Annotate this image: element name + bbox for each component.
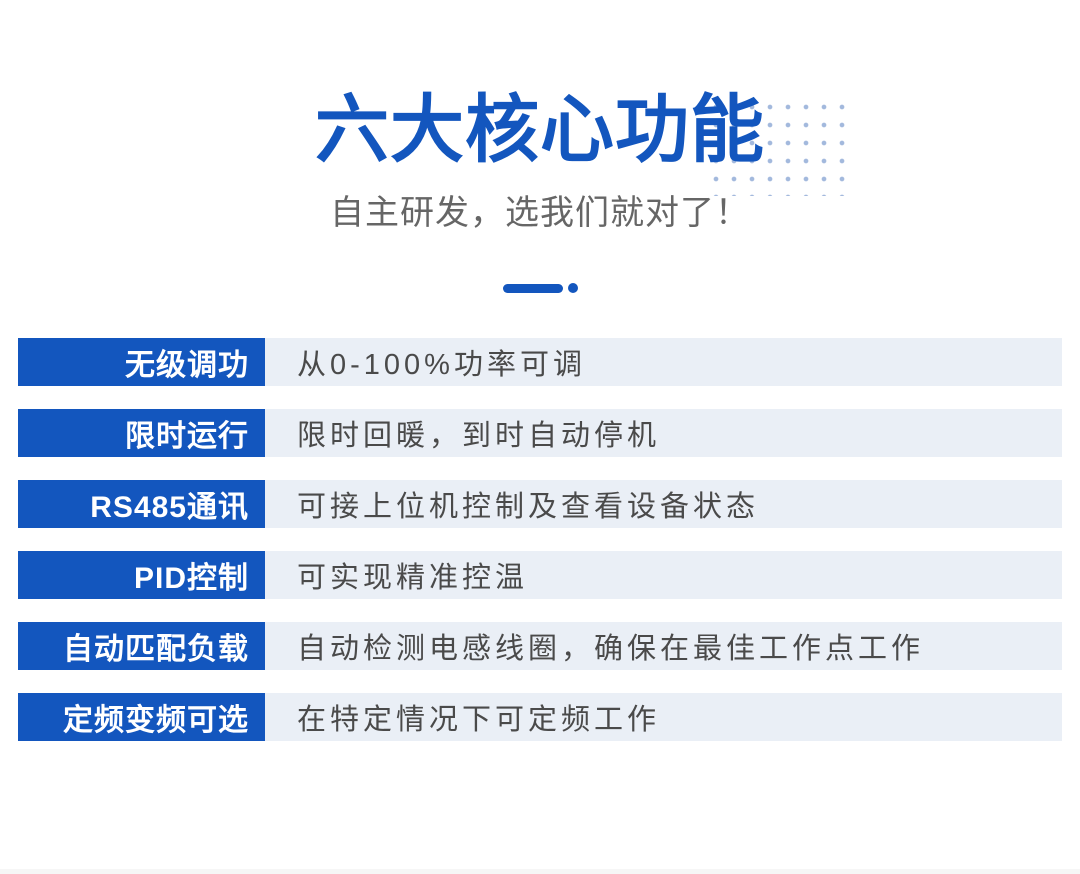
feature-list: 无级调功 从0-100%功率可调 限时运行 限时回暖，到时自动停机 RS485通…: [18, 338, 1062, 742]
feature-label: 自动匹配负载: [18, 622, 265, 671]
divider-bar: [502, 283, 563, 293]
feature-row-pid-control: PID控制 可实现精准控温: [18, 551, 1062, 600]
feature-description: 在特定情况下可定频工作: [265, 693, 1062, 742]
feature-label: 限时运行: [18, 409, 265, 458]
feature-description: 自动检测电感线圈，确保在最佳工作点工作: [265, 622, 1062, 671]
page-subtitle: 自主研发，选我们就对了！: [330, 193, 750, 232]
hero-section: 六大核心功能 自主研发，选我们就对了！: [0, 0, 1080, 294]
feature-description: 可实现精准控温: [265, 551, 1062, 600]
feature-row-auto-load-match: 自动匹配负载 自动检测电感线圈，确保在最佳工作点工作: [18, 622, 1062, 671]
title-divider: [0, 283, 1080, 294]
feature-description: 从0-100%功率可调: [265, 338, 1062, 387]
feature-row-timed-run: 限时运行 限时回暖，到时自动停机: [18, 409, 1062, 458]
feature-description: 限时回暖，到时自动停机: [265, 409, 1062, 458]
feature-description: 可接上位机控制及查看设备状态: [265, 480, 1062, 529]
feature-label: 无级调功: [18, 338, 265, 387]
feature-label: PID控制: [18, 551, 265, 600]
divider-dot: [567, 283, 578, 294]
dot-pattern-decoration: [703, 94, 845, 196]
feature-row-fixed-variable-freq: 定频变频可选 在特定情况下可定频工作: [18, 693, 1062, 742]
page-title: 六大核心功能: [315, 88, 765, 171]
section-bottom-divider: [0, 869, 1080, 874]
feature-row-rs485: RS485通讯 可接上位机控制及查看设备状态: [18, 480, 1062, 529]
feature-row-stepless-power: 无级调功 从0-100%功率可调: [18, 338, 1062, 387]
feature-label: 定频变频可选: [18, 693, 265, 742]
feature-label: RS485通讯: [18, 480, 265, 529]
